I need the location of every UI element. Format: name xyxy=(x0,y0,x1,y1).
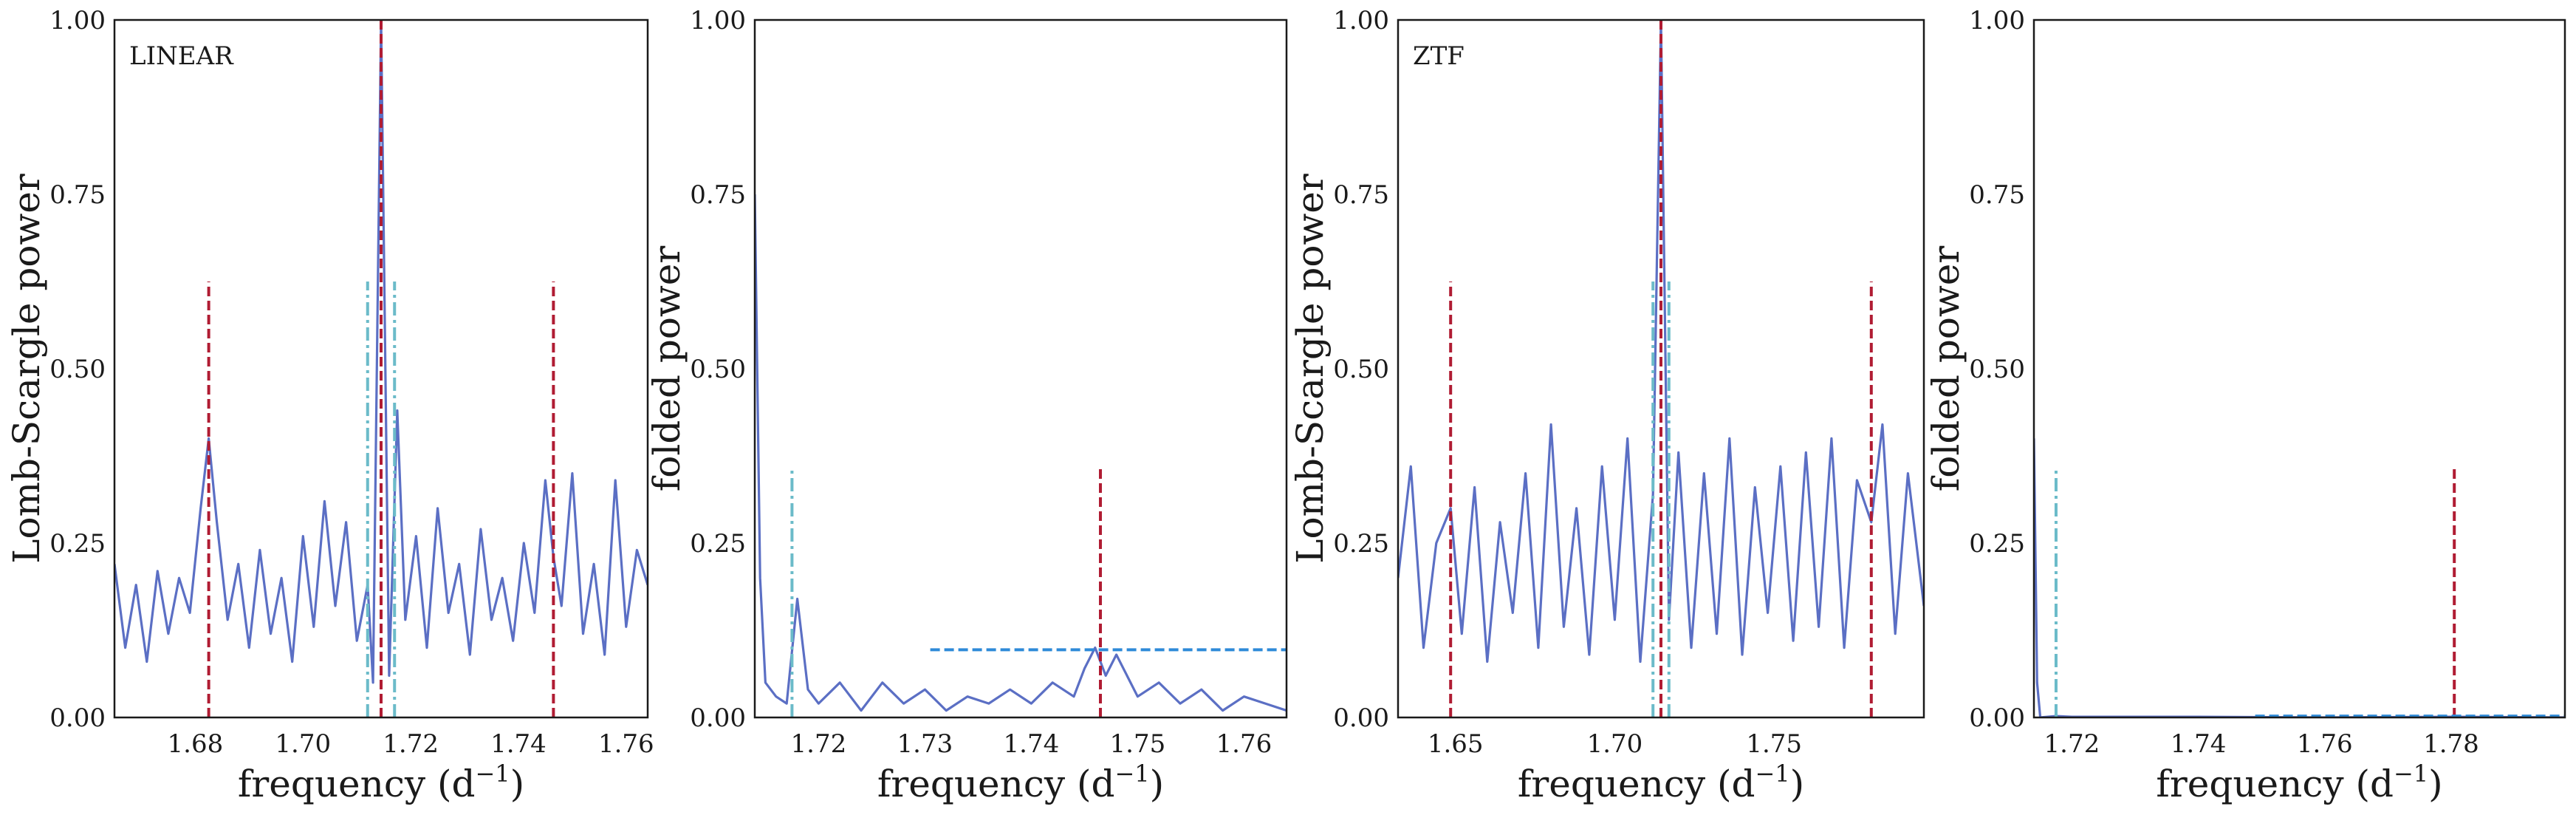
y-tick-label: 0.50 xyxy=(49,355,106,384)
series-line-1 xyxy=(114,20,648,684)
y-tick-label: 1.00 xyxy=(1969,6,2025,35)
plot-area xyxy=(1398,20,1924,717)
y-tick-label: 0.75 xyxy=(1333,180,1389,210)
x-tick-label: 1.70 xyxy=(275,729,331,759)
series-line-1 xyxy=(1398,20,1924,664)
series-line-1 xyxy=(2034,438,2565,717)
y-axis-label: folded power xyxy=(645,246,688,492)
x-tick-label: 1.74 xyxy=(490,729,547,759)
panel-annotation: LINEAR xyxy=(129,41,234,71)
panel-4: 1.72 1.74 1.76 1.78 0.00 0.25 0.50 0.75 1.00 freq… xyxy=(1925,6,2566,805)
x-tick-label: 1.76 xyxy=(1216,729,1272,759)
x-axis-label-end: ) xyxy=(1790,763,1805,805)
x-tick-label: 1.70 xyxy=(1587,729,1643,759)
x-tick-label: 1.76 xyxy=(598,729,654,759)
panel-2: 1.72 1.73 1.74 1.75 1.76 0.00 0.25 0.50 0.75 1.00… xyxy=(645,6,1288,805)
y-tick-label: 1.00 xyxy=(690,6,746,35)
x-tick-label: 1.78 xyxy=(2423,729,2479,759)
y-tick-label: 0.25 xyxy=(1333,529,1389,559)
y-tick-label: 0.75 xyxy=(690,180,746,210)
y-tick-label: 0.00 xyxy=(690,703,746,733)
x-tick-label: 1.68 xyxy=(168,729,224,759)
y-tick-label: 1.00 xyxy=(49,6,106,35)
y-tick-label: 0.75 xyxy=(1969,180,2025,210)
x-tick-label: 1.74 xyxy=(2171,729,2227,759)
axes-frame xyxy=(2032,18,2566,719)
y-tick-label: 0.00 xyxy=(1333,703,1389,733)
x-axis-label-exponent: −1 xyxy=(2394,760,2428,788)
x-tick-label: 1.72 xyxy=(791,729,847,759)
y-axis-label: Lomb-Scargle power xyxy=(1289,174,1332,564)
y-tick-label: 0.50 xyxy=(1333,355,1389,384)
x-tick-label: 1.75 xyxy=(1110,729,1166,759)
plot-area xyxy=(114,20,648,717)
x-axis-label-exponent: −1 xyxy=(475,760,510,788)
y-tick-label: 0.50 xyxy=(1969,355,2025,384)
x-tick-label: 1.65 xyxy=(1428,729,1484,759)
x-tick-label: 1.72 xyxy=(383,729,439,759)
x-tick-label: 1.74 xyxy=(1004,729,1060,759)
x-axis-label: frequency (d−1) xyxy=(2156,760,2442,805)
x-tick-label: 1.72 xyxy=(2044,729,2100,759)
y-tick-label: 0.50 xyxy=(690,355,746,384)
panel-1: 1.68 1.70 1.72 1.74 1.76 0.00 0.25 0.50 0.75 1.00… xyxy=(5,6,654,805)
y-tick-label: 0.00 xyxy=(49,703,106,733)
x-axis-label-end: ) xyxy=(1150,763,1165,805)
x-axis-label-end: ) xyxy=(510,763,525,805)
x-axis-label: frequency (d−1) xyxy=(877,760,1164,805)
x-axis-label-exponent: −1 xyxy=(1755,760,1789,788)
axes-frame xyxy=(1397,18,1925,719)
y-tick-label: 0.00 xyxy=(1969,703,2025,733)
axes-frame xyxy=(113,18,649,719)
x-tick-label: 1.76 xyxy=(2297,729,2353,759)
panel-annotation: ZTF xyxy=(1413,41,1465,71)
y-tick-label: 0.25 xyxy=(690,529,746,559)
x-axis-label-exponent: −1 xyxy=(1114,760,1149,788)
y-axis-label: folded power xyxy=(1925,246,1967,492)
y-tick-label: 1.00 xyxy=(1333,6,1389,35)
y-tick-label: 0.25 xyxy=(1969,529,2025,559)
series-line-1 xyxy=(755,194,1287,712)
x-tick-label: 1.75 xyxy=(1746,729,1802,759)
plot-area xyxy=(2034,438,2565,717)
axes-frame xyxy=(753,18,1288,719)
y-tick-label: 0.75 xyxy=(49,180,106,210)
x-tick-label: 1.73 xyxy=(897,729,953,759)
x-axis-label-end: ) xyxy=(2428,763,2443,805)
y-tick-label: 0.25 xyxy=(49,529,106,559)
panel-3: 1.65 1.70 1.75 0.00 0.25 0.50 0.75 1.00 frequenc… xyxy=(1289,6,1925,805)
plot-area xyxy=(755,194,1287,717)
x-axis-label: frequency (d−1) xyxy=(238,760,524,805)
x-axis-label: frequency (d−1) xyxy=(1518,760,1804,805)
y-axis-label: Lomb-Scargle power xyxy=(5,174,48,564)
